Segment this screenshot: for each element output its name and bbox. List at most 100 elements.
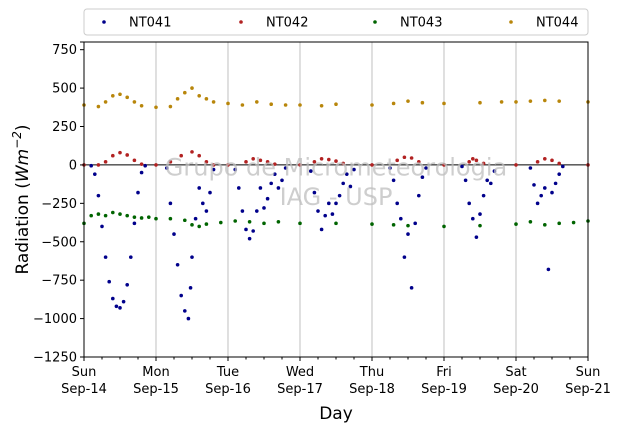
point-NT041 <box>316 209 320 213</box>
point-NT042 <box>395 158 400 163</box>
point-NT044 <box>334 102 338 107</box>
point-NT042 <box>514 163 518 167</box>
point-NT043 <box>118 212 122 216</box>
x-tick-label-date: Sep-21 <box>565 382 611 397</box>
point-NT041 <box>96 193 101 198</box>
x-tick-label-date: Sep-17 <box>277 382 323 397</box>
x-axis-label: Day <box>319 404 353 424</box>
x-tick-label-day: Fri <box>436 365 452 380</box>
point-NT042 <box>251 156 255 161</box>
x-axis: Sun Sep-14 Mon Sep-15 Tue Sep-16 Wed Sep-17 Thu S… <box>61 357 611 397</box>
point-NT041 <box>111 296 115 301</box>
point-NT044 <box>204 97 209 101</box>
point-NT044 <box>420 100 425 105</box>
point-NT042 <box>543 156 547 161</box>
point-NT043 <box>442 224 446 229</box>
point-NT043 <box>478 223 482 228</box>
point-NT044 <box>197 93 201 98</box>
point-NT041 <box>103 255 108 259</box>
point-NT043 <box>132 215 137 219</box>
x-tick-label-day: Sun <box>576 365 601 380</box>
point-NT041 <box>114 304 119 309</box>
point-NT041 <box>247 236 252 241</box>
x-tick-label-day: Sat <box>505 365 526 380</box>
point-NT041 <box>201 201 205 206</box>
point-NT042 <box>197 153 201 158</box>
point-NT043 <box>219 220 223 225</box>
point-NT041 <box>312 190 317 195</box>
point-NT044 <box>111 93 115 98</box>
point-NT043 <box>557 221 561 226</box>
point-NT043 <box>571 220 576 225</box>
legend-label-NT041: NT041 <box>129 16 171 31</box>
y-axis-label-exponent: −2 <box>10 131 24 149</box>
y-tick-label: −1250 <box>33 351 77 366</box>
point-NT044 <box>240 103 245 107</box>
point-NT043 <box>89 213 93 218</box>
legend-label-NT043: NT043 <box>400 16 442 31</box>
legend-label-NT044: NT044 <box>536 16 578 31</box>
point-NT042 <box>125 153 129 157</box>
point-NT041 <box>460 164 464 169</box>
point-NT042 <box>190 150 194 154</box>
point-NT043 <box>197 224 201 229</box>
x-tick-label-day: Wed <box>286 365 314 380</box>
point-NT041 <box>175 263 180 267</box>
point-NT044 <box>442 101 446 106</box>
point-NT043 <box>543 223 547 227</box>
point-NT044 <box>254 100 259 104</box>
point-NT044 <box>125 95 129 100</box>
point-NT044 <box>406 99 410 103</box>
point-NT041 <box>188 286 193 290</box>
point-NT042 <box>409 156 414 160</box>
point-NT042 <box>226 163 230 167</box>
y-tick-label: 750 <box>52 43 77 58</box>
point-NT041 <box>262 206 266 210</box>
point-NT041 <box>240 209 245 213</box>
point-NT041 <box>280 178 284 183</box>
point-NT041 <box>409 286 414 290</box>
point-NT044 <box>103 100 108 104</box>
point-NT043 <box>190 223 194 227</box>
y-tick-label: 0 <box>69 158 77 173</box>
point-NT041 <box>179 293 183 298</box>
y-tick-label: −750 <box>41 274 77 289</box>
point-NT044 <box>543 98 547 103</box>
point-NT041 <box>190 255 194 259</box>
point-NT042 <box>298 163 302 167</box>
point-NT042 <box>370 163 374 167</box>
point-NT043 <box>528 219 533 224</box>
point-NT043 <box>262 221 266 226</box>
point-NT044 <box>154 105 158 110</box>
point-NT043 <box>391 223 396 227</box>
series-NT042 <box>82 150 590 167</box>
point-NT044 <box>298 103 302 107</box>
point-NT041 <box>535 201 540 206</box>
point-NT041 <box>323 213 328 218</box>
point-NT041 <box>100 224 104 229</box>
point-NT041 <box>471 216 475 221</box>
point-NT041 <box>334 201 338 206</box>
point-NT041 <box>168 201 173 206</box>
point-NT041 <box>550 190 554 195</box>
point-NT042 <box>334 159 338 163</box>
legend-marker-NT042 <box>239 20 243 24</box>
point-NT041 <box>417 193 421 198</box>
point-NT041 <box>172 232 176 236</box>
point-NT041 <box>204 209 209 213</box>
point-NT041 <box>557 172 561 176</box>
point-NT042 <box>467 160 472 164</box>
point-NT042 <box>139 162 144 166</box>
point-NT044 <box>132 100 137 104</box>
point-NT041 <box>424 166 428 170</box>
point-NT043 <box>125 213 129 218</box>
point-NT043 <box>96 212 101 216</box>
point-NT042 <box>179 153 183 158</box>
point-NT042 <box>211 163 216 167</box>
point-NT044 <box>211 100 216 104</box>
point-NT042 <box>273 162 277 166</box>
point-NT041 <box>265 196 270 201</box>
point-NT042 <box>417 160 421 164</box>
point-NT041 <box>139 170 144 175</box>
point-NT042 <box>535 160 540 164</box>
